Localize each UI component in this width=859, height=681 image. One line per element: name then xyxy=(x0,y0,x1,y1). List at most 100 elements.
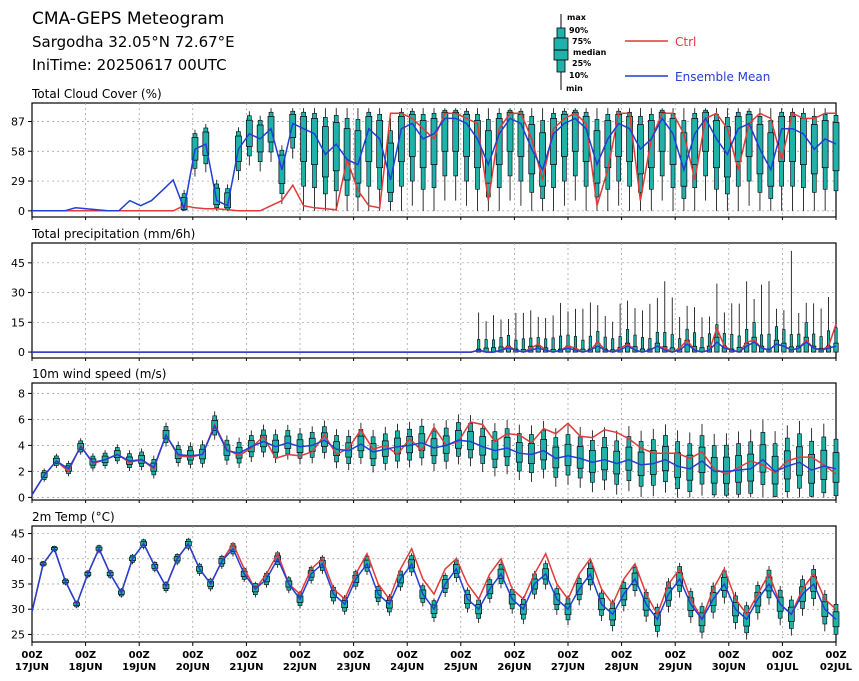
x-tick-label-date: 02JUL xyxy=(820,662,853,673)
box-0-73 xyxy=(821,108,829,211)
box-2-36 xyxy=(467,415,474,467)
box-0-21 xyxy=(256,115,264,172)
box-0-20 xyxy=(245,111,253,166)
y-tick-label: 29 xyxy=(11,175,25,188)
x-tick-label-time: 00Z xyxy=(343,650,364,661)
box-2-66 xyxy=(832,425,840,498)
y-tick-label: 0 xyxy=(18,491,25,504)
panel-1: Total precipitation (mm/6h) 0 15 30 45 xyxy=(11,227,839,359)
box-1-73 xyxy=(572,308,579,353)
box-2-63 xyxy=(796,420,803,498)
box-0-19 xyxy=(235,127,242,180)
x-tick-label-time: 00Z xyxy=(718,650,739,661)
box-1-86 xyxy=(669,297,675,353)
legend-lines: Ctrl Ensemble Mean xyxy=(625,35,770,84)
legend-label-25: 25% xyxy=(572,59,591,68)
box-0-31 xyxy=(365,108,373,211)
box-1-104 xyxy=(803,302,809,353)
y-tick-label: 0 xyxy=(18,346,25,359)
box-1-81 xyxy=(632,308,638,353)
y-tick-label: 6 xyxy=(18,413,25,426)
x-tick-label-time: 00Z xyxy=(450,650,471,661)
y-tick-label: 0 xyxy=(18,205,25,218)
box-1-84 xyxy=(654,298,660,353)
box-2-65 xyxy=(820,423,828,498)
panel-title-3: 2m Temp (°C) xyxy=(32,510,115,524)
mean-line-1 xyxy=(32,341,837,353)
x-tick-label-time: 00Z xyxy=(236,650,257,661)
box-2-64 xyxy=(808,428,815,498)
box-0-43 xyxy=(495,108,503,211)
box-0-47 xyxy=(539,108,546,211)
x-tick-label-date: 29JUN xyxy=(658,662,692,673)
box-1-106 xyxy=(818,308,824,353)
legend-label-90: 90% xyxy=(569,26,588,35)
mean-line-2 xyxy=(31,424,837,496)
y-tick-label: 45 xyxy=(11,257,25,270)
x-tick-label-date: 27JUN xyxy=(551,662,585,673)
box-0-58 xyxy=(658,108,666,201)
y-tick-label: 87 xyxy=(11,115,25,128)
box-0-50 xyxy=(571,108,579,201)
ctrl-line-0 xyxy=(32,112,836,212)
box-1-76 xyxy=(595,305,601,353)
y-tick-label: 35 xyxy=(11,578,25,591)
box-0-26 xyxy=(311,108,318,211)
box-0-71 xyxy=(800,108,807,211)
box-1-62 xyxy=(490,315,497,353)
box-0-55 xyxy=(626,108,633,211)
legend-label-75: 75% xyxy=(572,37,591,46)
box-0-17 xyxy=(213,179,221,211)
x-tick-label-date: 19JUN xyxy=(122,662,156,673)
box-0-65 xyxy=(734,108,742,211)
x-tick-label-date: 20JUN xyxy=(176,662,210,673)
x-tick-label-date: 22JUN xyxy=(283,662,317,673)
x-tick-label-time: 00Z xyxy=(182,650,203,661)
box-1-78 xyxy=(610,321,616,353)
legend-label-10: 10% xyxy=(569,71,588,80)
box-1-74 xyxy=(580,308,586,353)
legend-label-median: median xyxy=(573,48,607,57)
box-1-75 xyxy=(587,302,593,353)
location-label: Sargodha 32.05°N 72.67°E xyxy=(32,33,235,51)
box-1-85 xyxy=(662,281,668,353)
box-0-46 xyxy=(528,108,536,211)
panel-title-0: Total Cloud Cover (%) xyxy=(31,87,162,101)
box-1-98 xyxy=(758,284,765,353)
y-tick-label: 25 xyxy=(11,628,25,641)
box-3-72 xyxy=(832,599,840,642)
box-0-53 xyxy=(604,108,612,211)
box-1-97 xyxy=(751,298,757,353)
x-tick-label-date: 23JUN xyxy=(337,662,371,673)
x-tick-label-date: 26JUN xyxy=(497,662,531,673)
box-2-53 xyxy=(674,430,681,498)
box-1-83 xyxy=(647,303,653,353)
x-tick-label-time: 00Z xyxy=(504,650,525,661)
box-0-39 xyxy=(452,108,460,201)
y-tick-label: 30 xyxy=(11,287,25,300)
panel-title-2: 10m wind speed (m/s) xyxy=(32,367,166,381)
legend-label-min: min xyxy=(566,84,583,93)
legend-box-sample: max 90% 75% median 25% 10% min xyxy=(553,13,607,93)
x-tick-label-time: 00Z xyxy=(21,650,42,661)
box-2-47 xyxy=(601,427,608,491)
box-1-70 xyxy=(550,315,556,353)
box-2-39 xyxy=(503,419,511,475)
box-2-52 xyxy=(662,424,669,493)
box-2-55 xyxy=(698,424,706,496)
box-0-25 xyxy=(300,108,307,211)
box-1-77 xyxy=(602,315,608,353)
box-0-34 xyxy=(398,108,405,211)
box-0-61 xyxy=(691,108,699,211)
y-tick-label: 40 xyxy=(11,553,25,566)
box-0-60 xyxy=(680,108,688,211)
box-1-71 xyxy=(557,302,564,353)
x-tick-label-time: 00Z xyxy=(557,650,578,661)
box-0-62 xyxy=(702,108,709,201)
x-tick-label-time: 00Z xyxy=(611,650,632,661)
box-0-74 xyxy=(832,108,840,211)
mean-line-3 xyxy=(31,542,837,621)
box-0-38 xyxy=(441,108,449,201)
box-3-68 xyxy=(787,595,795,636)
x-tick-label-date: 17JUN xyxy=(15,662,49,673)
